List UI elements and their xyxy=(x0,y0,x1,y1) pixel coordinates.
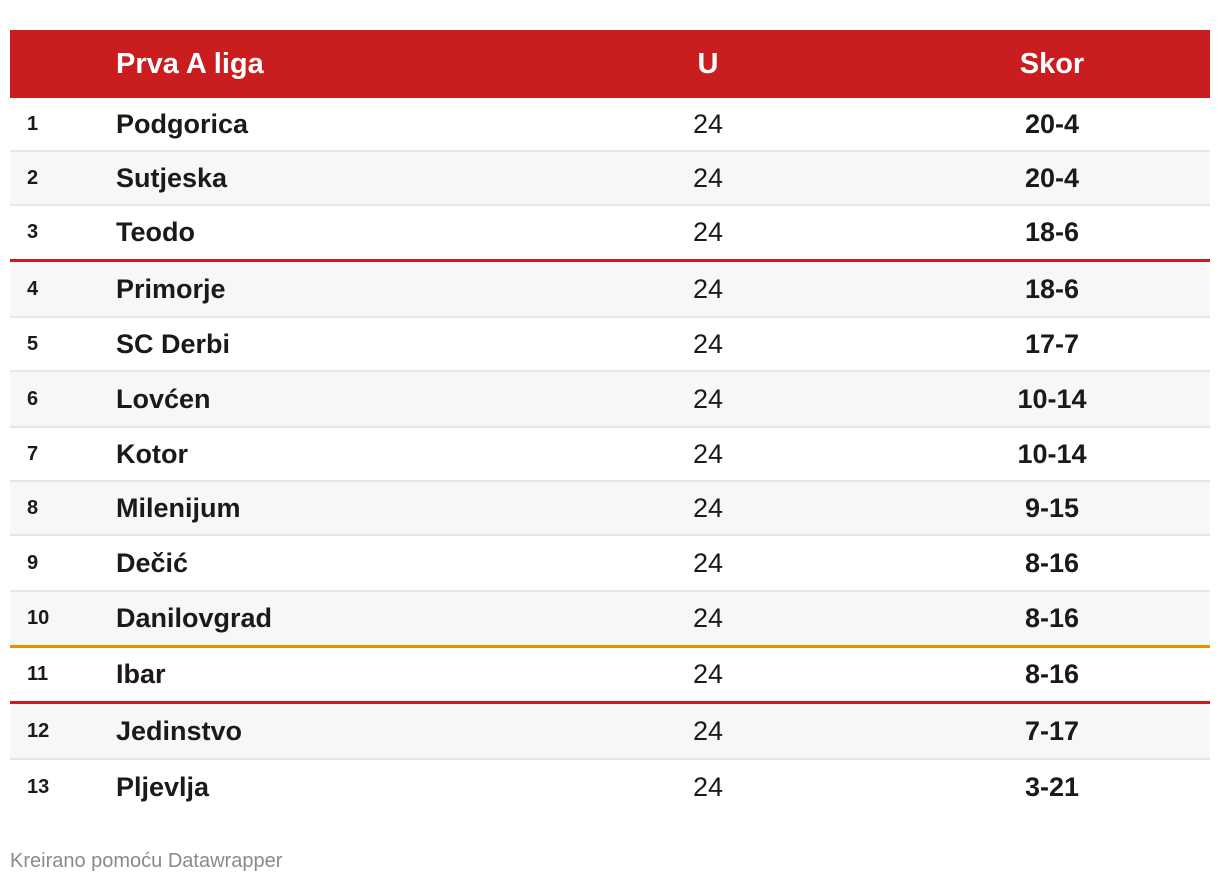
played-cell: 24 xyxy=(692,659,724,689)
table-row: 6 Lovćen 24 10-14 xyxy=(10,372,1210,428)
header-score: Skor xyxy=(1019,47,1085,80)
table-row: 1 Podgorica 24 20-4 xyxy=(10,98,1210,152)
rank-cell: 9 xyxy=(27,551,39,574)
rank-cell: 3 xyxy=(27,221,39,243)
table-row: 11 Ibar 24 8-16 xyxy=(10,648,1210,704)
header-played: U xyxy=(697,47,719,80)
team-cell: Podgorica xyxy=(116,108,249,139)
score-cell: 8-16 xyxy=(1024,547,1080,578)
footer-credit: Kreirano pomoću Datawrapper xyxy=(10,850,283,872)
table-row: 13 Pljevlja 24 3-21 xyxy=(10,760,1210,814)
score-cell: 8-16 xyxy=(1024,603,1080,633)
team-cell: Dečić xyxy=(116,547,189,578)
table-body: 1 Podgorica 24 20-4 2 Sutjeska 24 20-4 3 Teodo 24 1… xyxy=(10,98,1210,814)
played-cell: 24 xyxy=(692,328,724,359)
team-cell: Sutjeska xyxy=(116,162,228,193)
played-cell: 24 xyxy=(692,771,724,802)
header-league: Prva A liga xyxy=(116,47,264,80)
played-cell: 24 xyxy=(692,273,724,304)
rank-cell: 13 xyxy=(27,775,50,798)
rank-cell: 5 xyxy=(27,332,39,355)
table-row: 3 Teodo 24 18-6 xyxy=(10,206,1210,262)
played-cell: 24 xyxy=(692,383,724,414)
standings-table: Prva A liga U Skor 1 Podgorica 24 20-4 2 Sutj… xyxy=(10,30,1210,814)
rank-cell: 7 xyxy=(27,442,39,465)
table-row: 2 Sutjeska 24 20-4 xyxy=(10,152,1210,206)
score-cell: 10-14 xyxy=(1017,438,1087,469)
played-cell: 24 xyxy=(692,547,724,578)
table-row: 4 Primorje 24 18-6 xyxy=(10,262,1210,318)
team-cell: Primorje xyxy=(116,273,226,304)
rank-cell: 10 xyxy=(27,607,50,629)
played-cell: 24 xyxy=(692,162,724,193)
rank-cell: 4 xyxy=(27,277,39,300)
team-cell: Lovćen xyxy=(116,383,211,414)
team-cell: Milenijum xyxy=(116,492,241,523)
rank-cell: 1 xyxy=(27,112,39,135)
team-cell: Pljevlja xyxy=(116,771,210,802)
table-header: Prva A liga U Skor xyxy=(10,30,1210,98)
team-cell: SC Derbi xyxy=(116,328,231,359)
score-cell: 9-15 xyxy=(1024,492,1080,523)
score-cell: 18-6 xyxy=(1024,273,1080,304)
played-cell: 24 xyxy=(692,217,724,247)
score-cell: 18-6 xyxy=(1024,217,1080,247)
table-row: 7 Kotor 24 10-14 xyxy=(10,428,1210,482)
team-cell: Ibar xyxy=(116,659,166,689)
table-row: 8 Milenijum 24 9-15 xyxy=(10,482,1210,536)
team-cell: Danilovgrad xyxy=(116,603,273,633)
rank-cell: 6 xyxy=(27,387,39,410)
played-cell: 24 xyxy=(692,715,724,746)
score-cell: 3-21 xyxy=(1024,771,1080,802)
rank-cell: 11 xyxy=(27,663,49,685)
score-cell: 17-7 xyxy=(1024,328,1080,359)
score-cell: 8-16 xyxy=(1024,659,1080,689)
rank-cell: 8 xyxy=(27,496,39,519)
table-row: 9 Dečić 24 8-16 xyxy=(10,536,1210,592)
played-cell: 24 xyxy=(692,438,724,469)
team-cell: Teodo xyxy=(116,217,195,247)
table-row: 5 SC Derbi 24 17-7 xyxy=(10,318,1210,372)
rank-cell: 12 xyxy=(27,719,50,742)
score-cell: 20-4 xyxy=(1024,162,1080,193)
team-cell: Kotor xyxy=(116,438,188,469)
played-cell: 24 xyxy=(692,108,724,139)
played-cell: 24 xyxy=(692,492,724,523)
score-cell: 7-17 xyxy=(1024,715,1080,746)
rank-cell: 2 xyxy=(27,166,39,189)
score-cell: 10-14 xyxy=(1017,383,1087,414)
played-cell: 24 xyxy=(692,603,724,633)
team-cell: Jedinstvo xyxy=(116,715,243,746)
score-cell: 20-4 xyxy=(1024,108,1080,139)
table-row: 12 Jedinstvo 24 7-17 xyxy=(10,704,1210,760)
table-row: 10 Danilovgrad 24 8-16 xyxy=(10,592,1210,648)
